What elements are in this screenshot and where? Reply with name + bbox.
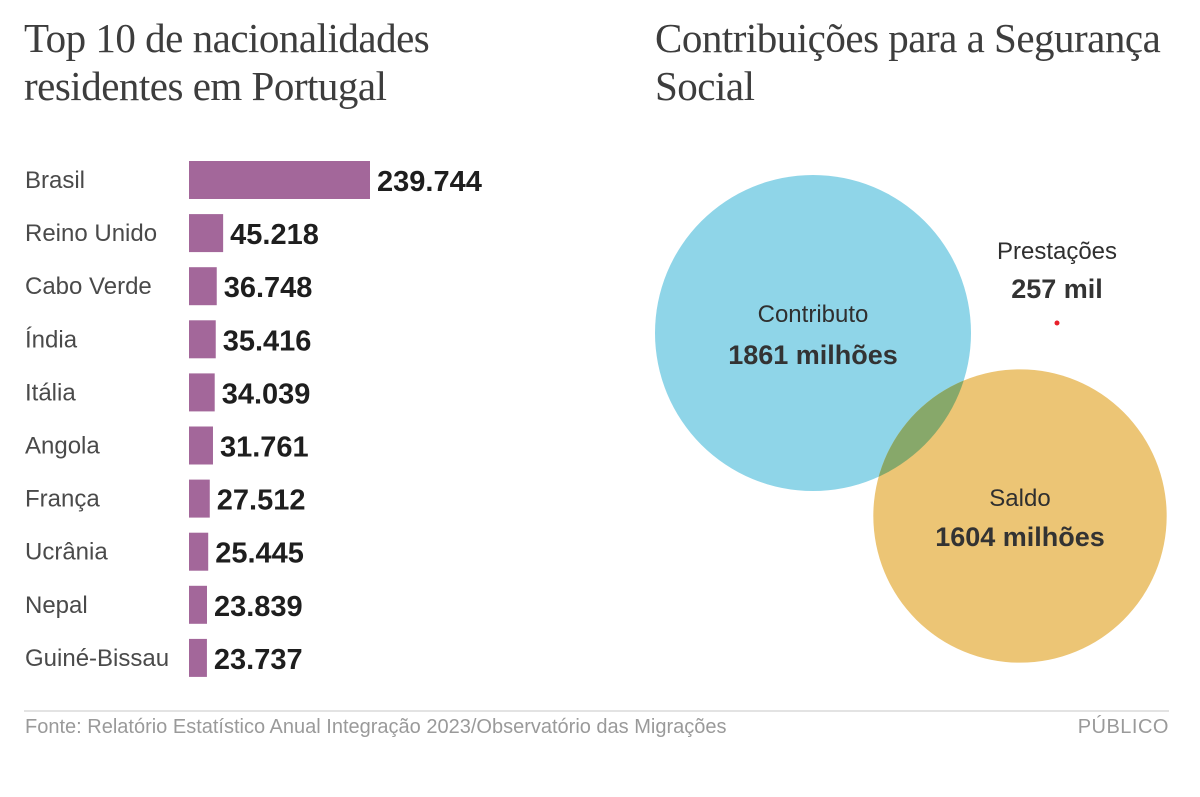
bar [189, 161, 370, 199]
bar [189, 479, 210, 518]
value-label: 34.039 [222, 378, 311, 410]
footer-divider [24, 710, 1169, 712]
bar-row: França 27.512 [25, 479, 306, 518]
bar [189, 373, 215, 412]
category-label: Reino Unido [25, 220, 157, 247]
value-label: 239.744 [377, 166, 482, 198]
category-label: Cabo Verde [25, 273, 152, 300]
category-label: Angola [25, 433, 100, 460]
bubble-value-label: 1861 milhões [728, 340, 898, 370]
bar-row: Itália 34.039 [25, 373, 311, 412]
category-label: Brasil [25, 167, 85, 194]
bar [189, 532, 209, 571]
publisher-brand: PÚBLICO [1077, 716, 1169, 738]
bar [189, 214, 224, 253]
bubble-chart: Contributo 1861 milhões Saldo 1604 milhões P… [655, 175, 1167, 663]
bubble-value-label: 1604 milhões [935, 522, 1105, 552]
bubble-name-label: Saldo [989, 485, 1050, 512]
value-label: 35.416 [223, 325, 312, 357]
bar [189, 320, 216, 359]
bar-row: Angola 31.761 [25, 426, 309, 465]
bubble-name-label: Contributo [758, 301, 869, 328]
bar-row: Índia 35.416 [25, 320, 312, 359]
bar-chart-title: Top 10 de nacionalidades residentes em P… [24, 15, 430, 109]
bar-row: Brasil 239.744 [25, 161, 482, 199]
bubble-name-label: Prestações [997, 238, 1117, 265]
value-label: 45.218 [230, 219, 319, 251]
bar-row: Nepal 23.839 [25, 585, 303, 624]
value-label: 23.839 [214, 591, 303, 623]
bar-row: Cabo Verde 36.748 [25, 267, 313, 306]
bubble-value-label: 257 mil [1011, 274, 1103, 304]
category-label: Ucrânia [25, 539, 108, 566]
value-label: 23.737 [214, 644, 303, 676]
bar [189, 585, 207, 624]
value-label: 31.761 [220, 432, 309, 464]
value-label: 36.748 [224, 272, 313, 304]
bubble-contributo [655, 175, 971, 491]
value-label: 25.445 [215, 538, 304, 570]
bubble-prestacoes [1054, 320, 1060, 326]
category-label: Índia [25, 326, 78, 353]
bubble-saldo [873, 369, 1167, 663]
category-label: Itália [25, 379, 76, 406]
bar-row: Guiné-Bissau 23.737 [25, 638, 303, 677]
bar [189, 267, 217, 306]
bar [189, 426, 213, 465]
bar-chart: Brasil 239.744 Reino Unido 45.218 Cabo Verde… [25, 161, 482, 677]
value-label: 27.512 [217, 485, 306, 517]
bar-row: Reino Unido 45.218 [25, 214, 319, 253]
category-label: Guiné-Bissau [25, 645, 169, 672]
bar-row: Ucrânia 25.445 [25, 532, 304, 571]
category-label: Nepal [25, 592, 88, 619]
source-note: Fonte: Relatório Estatístico Anual Integ… [25, 716, 727, 738]
bar [189, 638, 207, 677]
category-label: França [25, 486, 100, 513]
bubble-chart-title: Contribuições para a Segurança Social [655, 15, 1161, 109]
